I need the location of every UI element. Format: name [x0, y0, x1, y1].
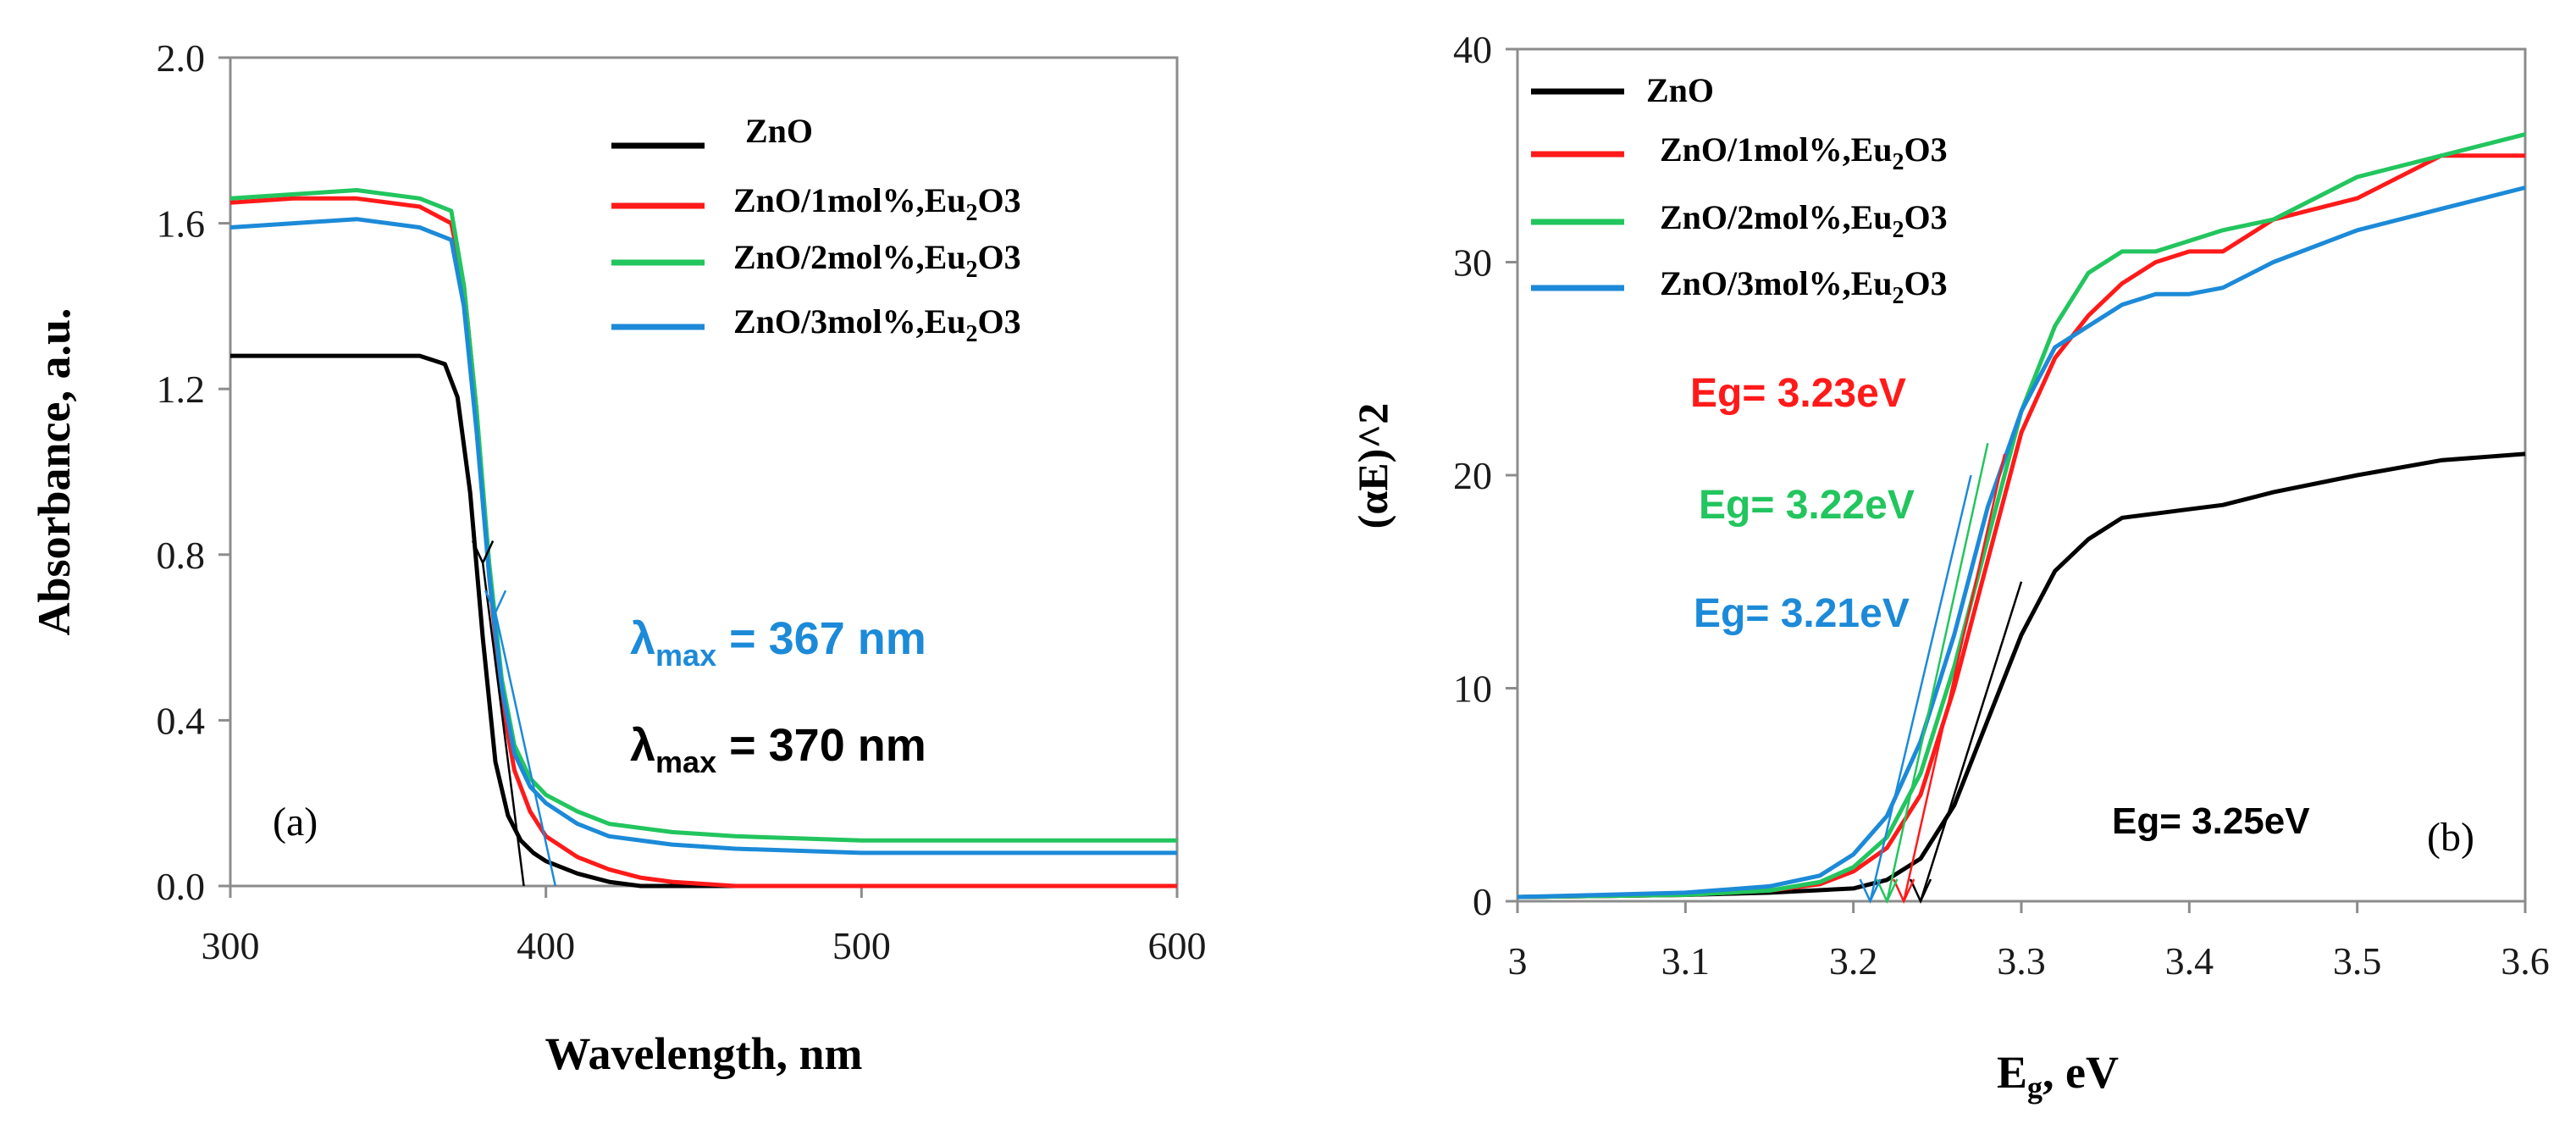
lambda-max-367-annotation: λmax = 367 nm — [630, 613, 926, 673]
panel-a-legend-entry-2mol: ZnO/2mol%,Eu2O3 — [611, 238, 1021, 283]
panel-b-tangent-line-4 — [1869, 474, 1972, 902]
panel-a-y-tick-label: 2.0 — [157, 36, 206, 80]
panel-a-tangent-arrow-1 — [471, 540, 495, 566]
panel-b-series-line-2 — [1517, 153, 2525, 900]
eg-3-22-annotation: Eg= 3.22eV — [1699, 483, 1915, 528]
panel-a-legend: ZnO ZnO/1mol%,Eu2O3 ZnO/2mol%,Eu2O3 ZnO/… — [611, 112, 1021, 347]
panel-b-legend-entry-3mol: ZnO/3mol%,Eu2O3 — [1531, 264, 1948, 309]
eg-3-21-annotation: Eg= 3.21eV — [1694, 591, 1910, 636]
panel-a-x-tick-label: 500 — [832, 924, 891, 967]
panel-a-y-tick-label: 0.0 — [157, 865, 206, 908]
panel-a-series-line-4 — [229, 217, 1177, 855]
panel-a-x-tick-label: 400 — [517, 924, 575, 967]
panel-b-legend-label-2mol: ZnO/2mol%,Eu2O3 — [1660, 198, 1948, 243]
panel-a-label: (a) — [273, 800, 318, 844]
eg-3-23-annotation: Eg= 3.23eV — [1690, 371, 1906, 416]
panel-b-y-tick-label: 30 — [1453, 241, 1492, 285]
panel-b-x-tick-label: 3.5 — [2333, 939, 2382, 983]
panel-b-tangent-line-2 — [1902, 453, 2006, 902]
panel-b-x-tick-label: 3.1 — [1661, 939, 1711, 983]
panel-b-tick-marks — [1506, 47, 2527, 913]
panel-a-x-axis-title: Wavelength, nm — [544, 1028, 862, 1079]
panel-b-x-tick-label: 3 — [1508, 939, 1528, 983]
panel-b-legend-label-zno: ZnO — [1646, 71, 1714, 109]
panel-a-legend-label-3mol: ZnO/3mol%,Eu2O3 — [733, 302, 1021, 347]
panel-a-tangent-line-1 — [481, 562, 525, 887]
panel-a-x-tick-label: 600 — [1148, 924, 1207, 967]
panel-a-y-tick-label: 1.6 — [157, 202, 206, 246]
panel-b-legend-entry-2mol: ZnO/2mol%,Eu2O3 — [1531, 198, 1948, 243]
panel-a-legend-entry-1mol: ZnO/1mol%,Eu2O3 — [611, 181, 1021, 226]
panel-a-y-tick-labels: 0.0 0.4 0.8 1.2 1.6 2.0 — [157, 36, 206, 908]
panel-b-y-tick-label: 0 — [1473, 880, 1492, 923]
panel-b-x-tick-labels: 3 3.1 3.2 3.3 3.4 3.5 3.6 — [1508, 939, 2550, 983]
panel-b-series — [1517, 132, 2526, 900]
panel-b-series-line-3 — [1517, 132, 2526, 900]
eg-3-25-annotation: Eg= 3.25eV — [2112, 800, 2310, 842]
panel-b-y-tick-label: 40 — [1453, 28, 1492, 71]
panel-a-y-tick-label: 0.4 — [157, 699, 206, 742]
panel-b-legend-label-1mol: ZnO/1mol%,Eu2O3 — [1660, 130, 1948, 175]
panel-a-tangent-lines — [471, 540, 557, 887]
panel-a-legend-entry-zno: ZnO — [611, 112, 813, 150]
panel-b-tangent-line-3 — [1886, 443, 1989, 902]
panel-b-y-tick-label: 20 — [1453, 454, 1492, 497]
panel-b-band-gap-chart: 3 3.1 3.2 3.3 3.4 3.5 3.6 0 10 20 30 40 Eg, eV (αE… — [1349, 28, 2550, 1105]
panel-a-absorbance-chart: 300 400 500 600 0.0 0.4 0.8 1.2 1.6 2.0 Waveleng… — [29, 36, 1207, 1079]
panel-a-legend-label-zno: ZnO — [745, 112, 813, 150]
panel-a-y-axis-title: Absorbance, a.u. — [29, 307, 80, 635]
panel-a-series-line-1 — [230, 353, 1177, 889]
panel-a-series-line-3 — [229, 188, 1177, 843]
panel-a-x-tick-labels: 300 400 500 600 — [202, 924, 1207, 967]
panel-a-legend-entry-3mol: ZnO/3mol%,Eu2O3 — [611, 302, 1021, 347]
panel-b-tangent-arrow-2 — [1893, 878, 1915, 904]
panel-b-y-axis-title: (αE)^2 — [1349, 403, 1396, 529]
panel-a-legend-label-2mol: ZnO/2mol%,Eu2O3 — [733, 238, 1021, 283]
panel-b-x-tick-label: 3.4 — [2165, 939, 2214, 983]
panel-b-x-tick-label: 3.6 — [2501, 939, 2550, 983]
panel-b-legend-entry-zno: ZnO — [1531, 71, 1714, 109]
panel-a-series-line-2 — [229, 196, 1177, 889]
panel-b-tangent-line-1 — [1919, 581, 2023, 902]
panel-b-legend-label-3mol: ZnO/3mol%,Eu2O3 — [1660, 264, 1948, 309]
panel-a-series — [229, 188, 1177, 889]
lambda-max-370-annotation: λmax = 370 nm — [630, 720, 926, 779]
panel-b-x-tick-label: 3.2 — [1829, 939, 1878, 983]
panel-b-legend: ZnO ZnO/1mol%,Eu2O3 ZnO/2mol%,Eu2O3 ZnO/… — [1531, 71, 1948, 309]
panel-a-legend-label-1mol: ZnO/1mol%,Eu2O3 — [733, 181, 1021, 226]
panel-b-plot-frame — [1516, 47, 2527, 903]
panel-b-x-tick-label: 3.3 — [1997, 939, 2046, 983]
panel-b-series-line-4 — [1517, 185, 2526, 900]
panel-b-label: (b) — [2427, 815, 2474, 860]
panel-b-tangent-arrow-1 — [1909, 878, 1932, 904]
panel-b-y-tick-label: 10 — [1453, 667, 1492, 711]
panel-b-legend-entry-1mol: ZnO/1mol%,Eu2O3 — [1531, 130, 1948, 175]
panel-b-tangent-lines — [1859, 443, 2023, 904]
panel-b-series-line-1 — [1517, 451, 2526, 900]
panel-b-x-axis-title: Eg, eV — [1997, 1047, 2119, 1105]
panel-a-y-tick-label: 1.2 — [157, 368, 206, 411]
panel-a-tangent-line-2 — [494, 612, 557, 887]
panel-b-y-tick-labels: 0 10 20 30 40 — [1453, 28, 1492, 923]
panel-b-tangent-arrow-3 — [1876, 878, 1899, 904]
panel-b-tangent-arrow-4 — [1859, 878, 1882, 904]
panel-a-tangent-arrow-2 — [484, 590, 507, 616]
panel-a-x-tick-label: 300 — [202, 924, 260, 967]
panel-a-y-tick-label: 0.8 — [157, 534, 206, 577]
